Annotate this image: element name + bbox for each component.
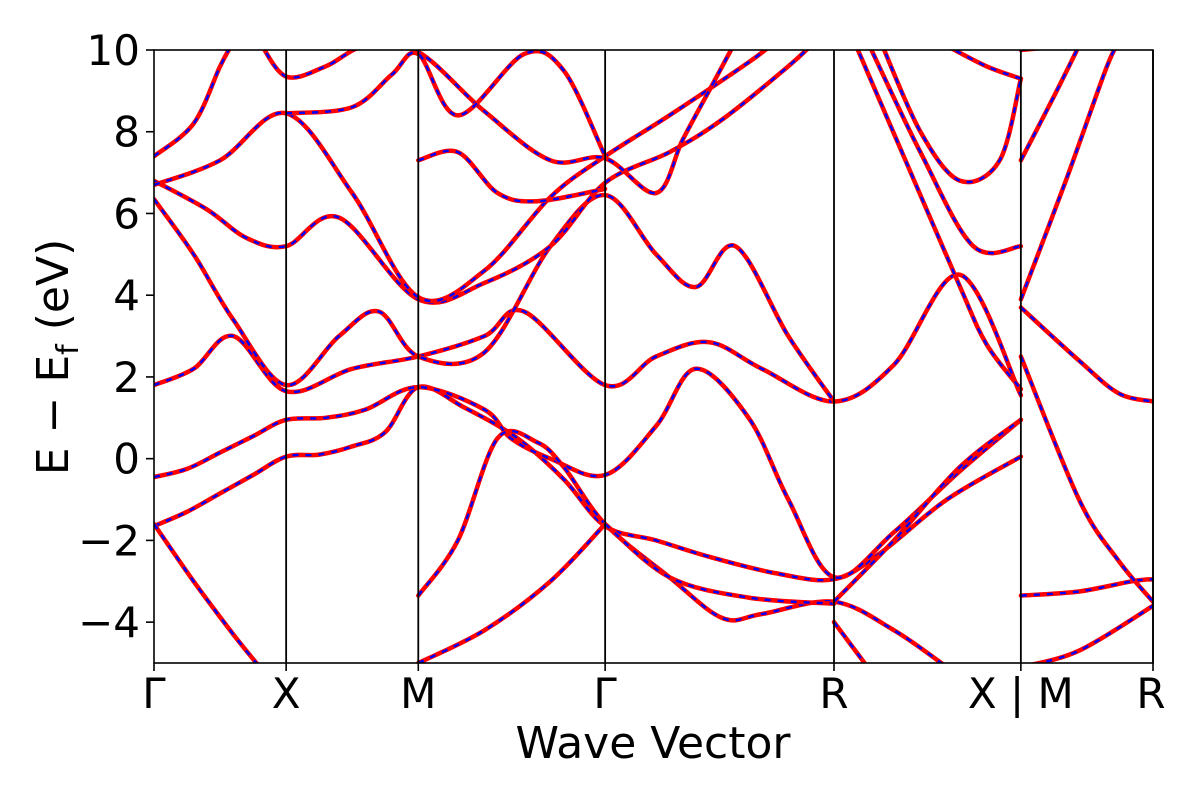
x-tick-label-6: R [1136,669,1165,718]
x-tick-label-0: Γ [142,669,166,718]
band-line-dashed-5 [154,50,768,303]
x-tick-label-5: X | M [968,669,1074,718]
band-line-dashed-23 [1019,50,1079,161]
band-line-dashed-3 [154,193,835,403]
band-line-dashed-17 [870,50,1022,255]
y-axis-label-unit: (eV) [28,239,79,345]
x-axis-ticks: Γ X M Γ R X | M R [142,663,1166,718]
band-line-dashed-15 [833,621,867,663]
x-tick-label-4: R [819,669,848,718]
x-axis-label: Wave Vector [516,718,792,769]
x-tick-label-2: M [400,669,436,718]
band-line-dashed-1 [154,367,1022,579]
band-line-dashed-13 [604,523,835,605]
band-line-dashed-4 [154,50,809,304]
y-tick-label-6: 8 [113,108,140,157]
band-line-dashed-11 [154,523,258,663]
y-tick-label-2: 0 [113,435,140,484]
y-axis-label-main: E − E [28,355,79,475]
plot-frame [153,49,1154,664]
x-tick-label-3: Γ [593,669,617,718]
y-tick-label-4: 4 [113,271,140,320]
y-tick-label-0: −4 [78,598,140,647]
y-tick-label-3: 2 [113,353,140,402]
band-line-dashed-18 [856,50,1022,390]
band-line-dashed-12 [417,523,606,663]
band-line-20 [1018,576,1153,598]
y-axis-label-subscript: f [51,343,86,355]
band-line-dashed-2 [154,273,1022,403]
band-line-dashed-7 [263,50,733,195]
y-tick-label-1: −2 [78,516,140,565]
band-line-dashed-24 [1019,50,1116,300]
band-line-dashed-22 [1019,356,1153,603]
y-tick-label-5: 6 [113,189,140,238]
y-tick-label-7: 10 [87,26,140,75]
band-line-dashed-8 [285,50,607,157]
band-line-dashed-9 [417,149,606,203]
y-axis-ticks: −4 −2 0 2 4 6 8 10 [78,26,154,647]
band-line-dashed-14 [833,418,1022,603]
band-line-25 [1028,603,1153,663]
y-axis-label: E − Ef (eV) [28,239,86,476]
band-line-21 [1018,305,1153,404]
x-tick-label-1: X [272,669,301,718]
band-line-dashed-16 [882,50,1023,184]
